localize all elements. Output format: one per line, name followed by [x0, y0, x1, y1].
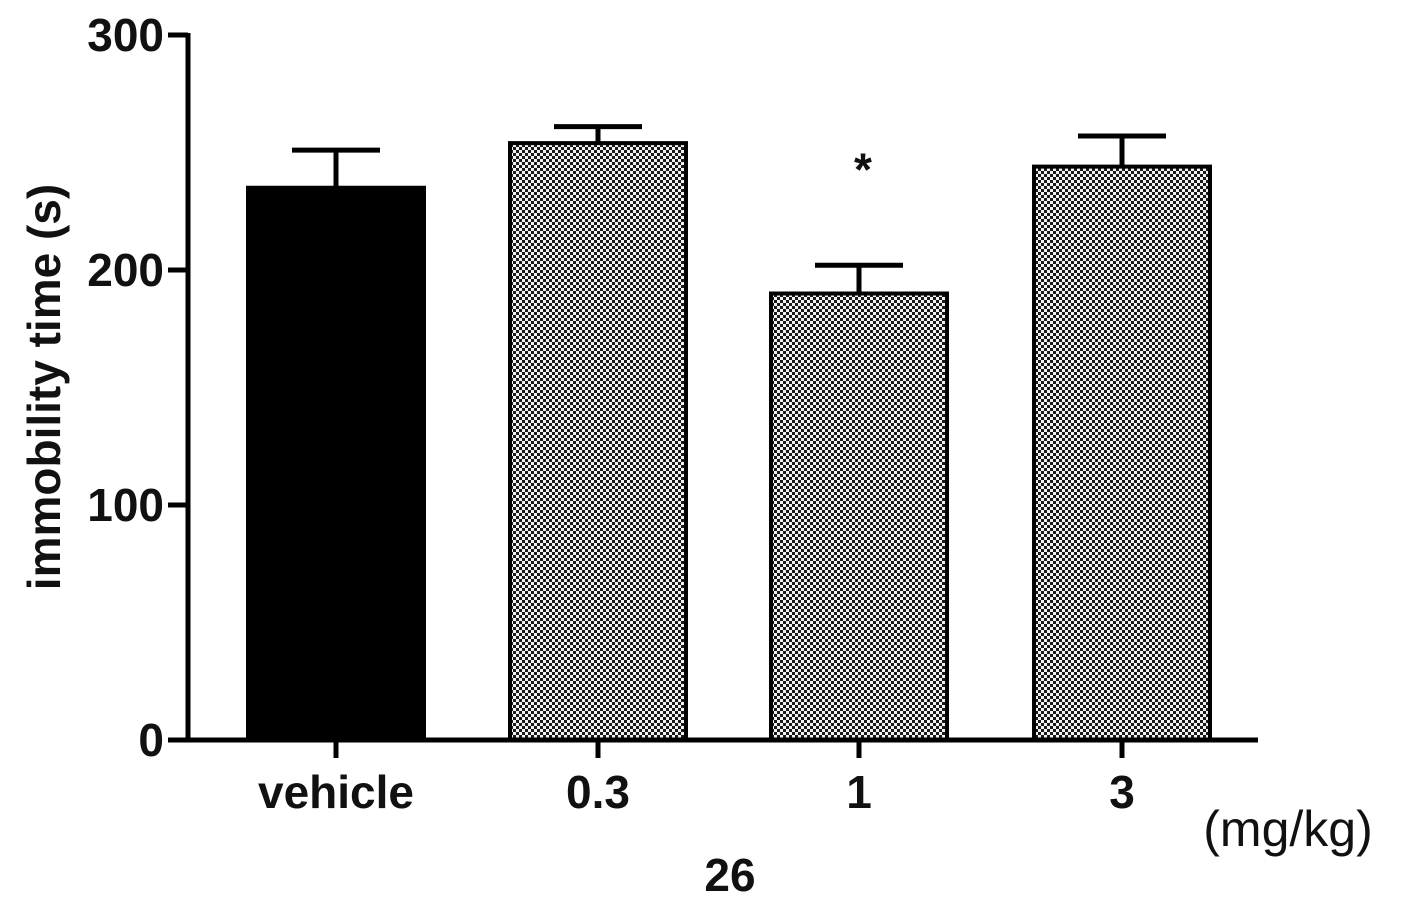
- y-ticks-group: 0 100 200 300: [87, 9, 188, 766]
- bar-1: [508, 141, 688, 743]
- x-tick-label-0: vehicle: [258, 766, 414, 818]
- y-tick-label-3: 300: [87, 9, 164, 61]
- x-tick-label-1: 0.3: [566, 766, 630, 818]
- y-tick-label-2: 200: [87, 244, 164, 296]
- error-bars-group: [292, 124, 1166, 294]
- unit-label: (mg/kg): [1203, 801, 1372, 857]
- x-tick-label-2: 1: [846, 766, 872, 818]
- y-axis-label: immobility time (s): [18, 184, 70, 590]
- significance-mark-2: *: [854, 143, 872, 195]
- bar-3: [1032, 164, 1212, 743]
- significance-marks-group: *: [854, 143, 872, 195]
- bars-group: [246, 141, 1212, 743]
- x-axis-label: 26: [704, 849, 755, 901]
- x-ticks-group: vehicle 0.3 1 3: [258, 740, 1135, 818]
- y-tick-label-0: 0: [138, 714, 164, 766]
- y-tick-label-1: 100: [87, 479, 164, 531]
- bar-0: [246, 185, 426, 742]
- bar-2: [769, 291, 949, 742]
- x-tick-label-3: 3: [1109, 766, 1135, 818]
